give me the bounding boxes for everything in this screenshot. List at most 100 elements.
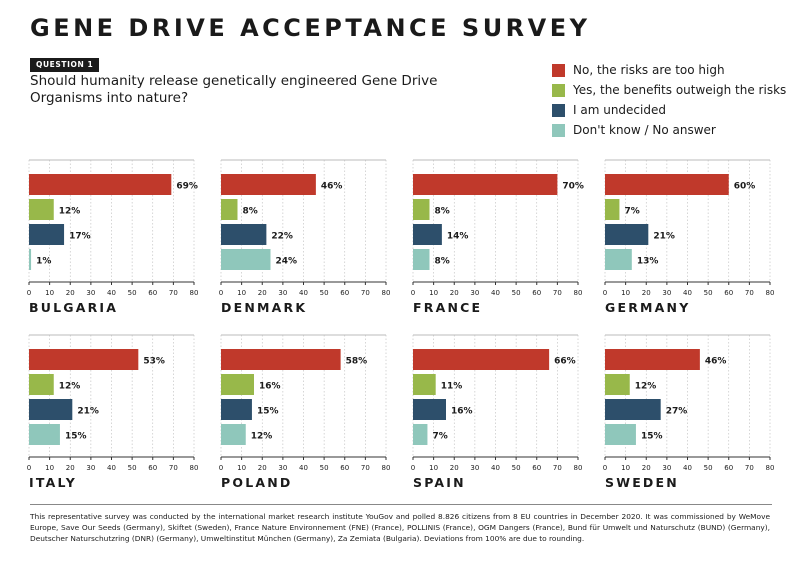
bar-value-label: 17% (69, 232, 91, 242)
x-tick-label: 60 (148, 464, 157, 472)
bar-value-label: 12% (251, 432, 273, 442)
x-tick-label: 30 (278, 289, 287, 297)
legend-swatch (552, 63, 565, 77)
legend-swatch (552, 83, 565, 97)
x-tick-label: 10 (237, 464, 246, 472)
bar (221, 249, 271, 270)
bar (413, 249, 430, 270)
legend-label: I am undecided (573, 103, 666, 117)
x-tick-label: 30 (86, 289, 95, 297)
x-tick-label: 70 (361, 464, 370, 472)
x-tick-label: 50 (128, 289, 137, 297)
bar-value-label: 7% (624, 207, 639, 217)
x-tick-label: 40 (491, 464, 500, 472)
x-tick-label: 50 (512, 289, 521, 297)
x-tick-label: 30 (86, 464, 95, 472)
country-title: SPAIN (413, 475, 466, 490)
x-tick-label: 80 (574, 289, 583, 297)
x-tick-label: 50 (128, 464, 137, 472)
x-tick-label: 40 (299, 289, 308, 297)
x-tick-label: 30 (470, 289, 479, 297)
legend-item-no: No, the risks are too high (552, 60, 786, 80)
x-tick-label: 50 (512, 464, 521, 472)
bar (221, 424, 246, 445)
bar (29, 249, 32, 270)
country-title: SWEDEN (605, 475, 679, 490)
x-tick-label: 30 (278, 464, 287, 472)
x-tick-label: 70 (169, 289, 178, 297)
x-tick-label: 10 (621, 464, 630, 472)
country-title: GERMANY (605, 300, 690, 315)
bar (413, 374, 436, 395)
bar-value-label: 21% (653, 232, 675, 242)
x-tick-label: 40 (491, 289, 500, 297)
bar-value-label: 22% (271, 232, 293, 242)
country-bar-charts: 69% 12% 17% 1% 0 10 20 30 40 50 60 70 80 BULGARIA 46% 8… (27, 159, 775, 490)
x-tick-label: 0 (603, 464, 607, 472)
bar (605, 424, 636, 445)
x-tick-label: 40 (107, 464, 116, 472)
x-tick-label: 60 (532, 289, 541, 297)
legend-label: Don't know / No answer (573, 123, 716, 137)
x-tick-label: 0 (603, 289, 607, 297)
bar (29, 349, 139, 370)
bar (221, 174, 316, 195)
x-tick-label: 0 (219, 289, 223, 297)
bar-value-label: 53% (143, 357, 165, 367)
legend: No, the risks are too high Yes, the bene… (552, 60, 786, 140)
bar (29, 174, 172, 195)
x-tick-label: 20 (450, 289, 459, 297)
x-tick-label: 20 (66, 289, 75, 297)
x-tick-label: 30 (470, 464, 479, 472)
x-tick-label: 0 (411, 464, 415, 472)
bar-value-label: 46% (321, 182, 343, 192)
bar-value-label: 27% (666, 407, 688, 417)
country-title: ITALY (29, 475, 77, 490)
bar (221, 399, 252, 420)
bar (221, 349, 341, 370)
bar (221, 224, 267, 245)
bar-value-label: 8% (243, 207, 258, 217)
page-title: GENE DRIVE ACCEPTANCE SURVEY (30, 14, 591, 42)
x-tick-label: 70 (553, 289, 562, 297)
x-tick-label: 0 (219, 464, 223, 472)
x-tick-label: 60 (340, 289, 349, 297)
bar-value-label: 12% (635, 382, 657, 392)
bar-value-label: 58% (346, 357, 368, 367)
bar-value-label: 66% (554, 357, 576, 367)
x-tick-label: 60 (724, 464, 733, 472)
bar (29, 199, 54, 220)
bar-value-label: 15% (257, 407, 279, 417)
x-tick-label: 50 (320, 464, 329, 472)
bar (605, 174, 729, 195)
bar-value-label: 8% (435, 257, 450, 267)
x-tick-label: 60 (340, 464, 349, 472)
x-tick-label: 40 (683, 289, 692, 297)
x-tick-label: 10 (45, 289, 54, 297)
bar-value-label: 69% (176, 182, 198, 192)
bar (29, 224, 65, 245)
x-tick-label: 70 (745, 464, 754, 472)
bar (413, 224, 442, 245)
bar (29, 399, 73, 420)
country-title: DENMARK (221, 300, 307, 315)
bar-value-label: 24% (276, 257, 298, 267)
x-tick-label: 50 (320, 289, 329, 297)
bar-value-label: 7% (432, 432, 447, 442)
question-badge: QUESTION 1 (30, 58, 100, 72)
x-tick-label: 10 (45, 464, 54, 472)
bar-value-label: 15% (65, 432, 87, 442)
bar (605, 199, 620, 220)
bar (605, 374, 630, 395)
x-tick-label: 80 (766, 289, 775, 297)
country-title: FRANCE (413, 300, 482, 315)
bar-value-label: 16% (451, 407, 473, 417)
bar (413, 174, 558, 195)
x-tick-label: 20 (642, 464, 651, 472)
x-tick-label: 80 (382, 464, 391, 472)
bar-value-label: 12% (59, 382, 81, 392)
bar-value-label: 60% (734, 182, 756, 192)
x-tick-label: 70 (553, 464, 562, 472)
x-tick-label: 50 (704, 464, 713, 472)
bar-value-label: 16% (259, 382, 281, 392)
